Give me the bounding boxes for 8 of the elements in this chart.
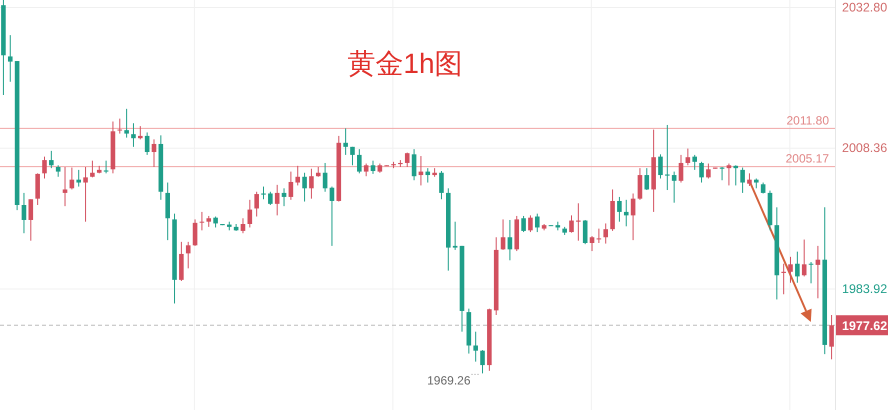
y-tick-label: 2008.36 [842, 141, 888, 156]
y-tick-label: 2032.80 [842, 0, 888, 14]
ref-line-label: 2011.80 [786, 113, 830, 128]
annotation: 1969.26 [427, 373, 471, 388]
ref-line-label: 1977.62 [842, 319, 888, 334]
y-tick-label: 1983.92 [842, 282, 888, 296]
title: 黄金1h图 [347, 48, 463, 79]
ref-line-label: 2005.17 [786, 152, 830, 166]
